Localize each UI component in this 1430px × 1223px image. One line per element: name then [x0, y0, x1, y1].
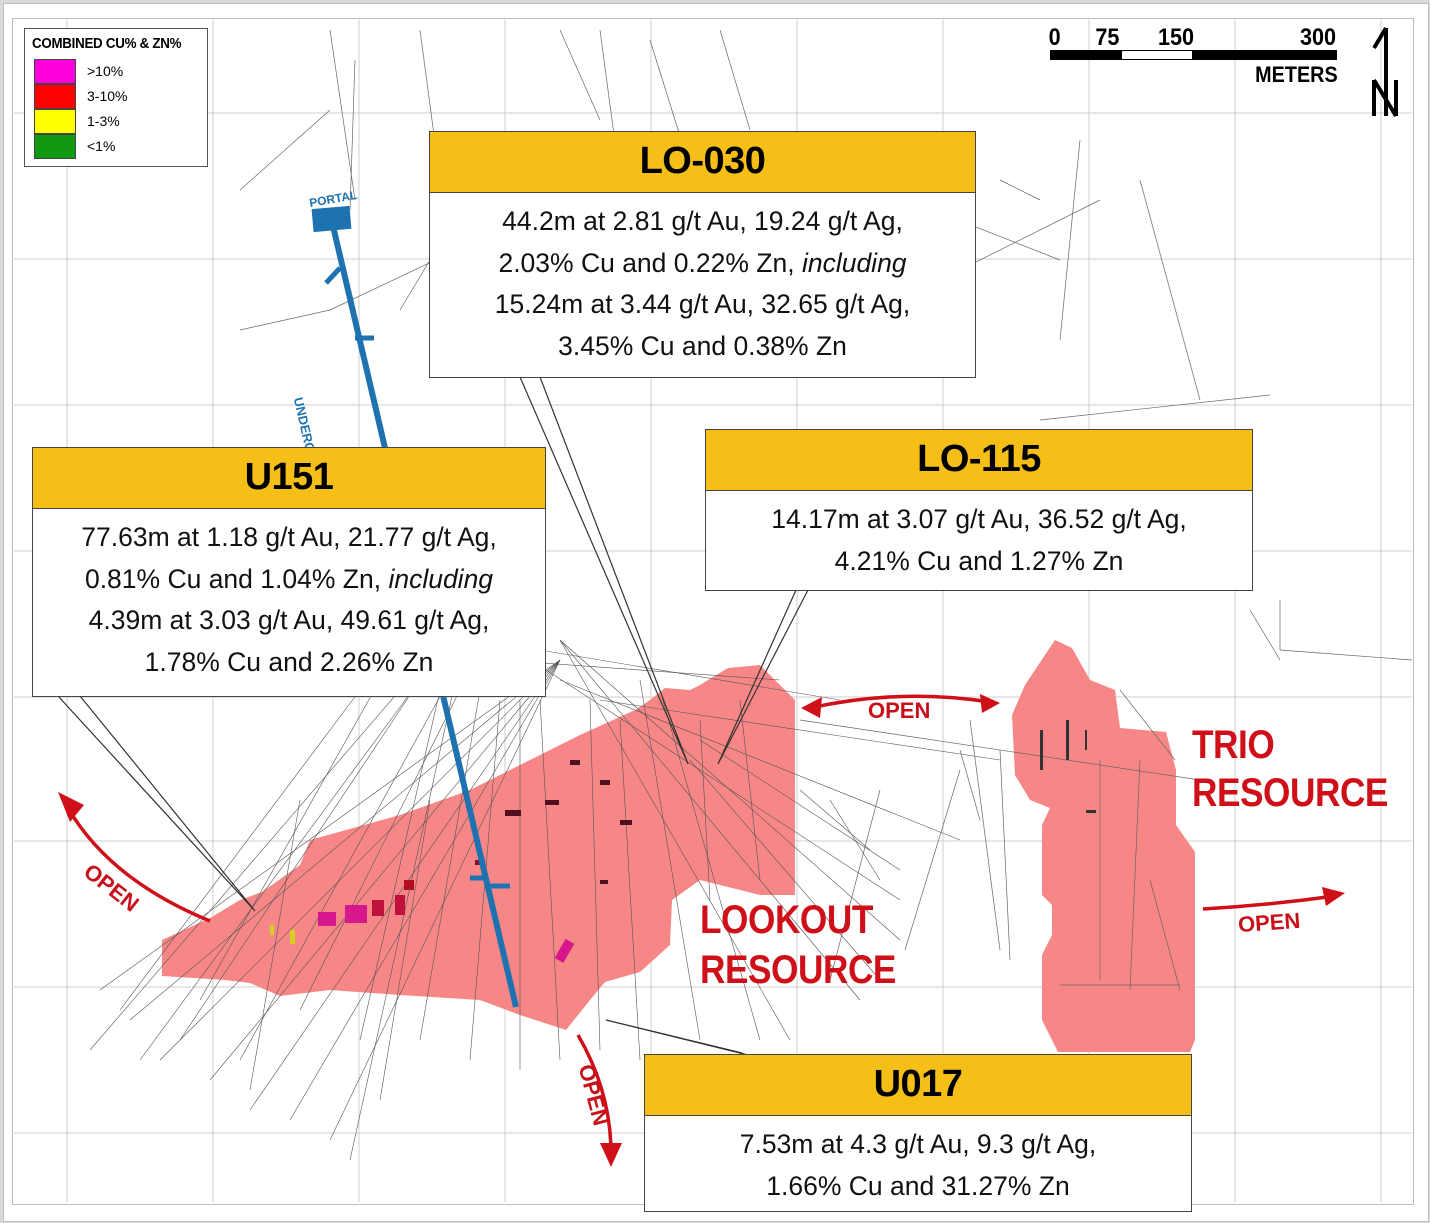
legend-label: >10%: [87, 63, 124, 79]
resource-name-line: RESOURCE: [700, 948, 896, 992]
scale-bar: 0 75 150 300 METERS: [1048, 22, 1338, 92]
callout-line: 14.17m at 3.07 g/t Au, 36.52 g/t Ag,: [771, 504, 1187, 534]
callout-line: 1.66% Cu and 31.27% Zn: [766, 1170, 1070, 1201]
scale-segment: [1192, 50, 1337, 60]
resource-name-line: LOOKOUT: [700, 898, 873, 942]
legend-item-lt1: <1%: [34, 134, 204, 159]
callout-leaders: [57, 376, 809, 1057]
north-arrow: [1368, 24, 1408, 124]
callout-line: 2.03% Cu and 0.22% Zn, including: [430, 243, 975, 285]
callout-lo-115: LO-115 14.17m at 3.07 g/t Au, 36.52 g/t …: [705, 429, 1253, 591]
legend-title: COMBINED CU% & ZN%: [32, 36, 182, 52]
callout-text: 0.81% Cu and 1.04% Zn,: [84, 563, 389, 594]
callout-title: U151: [33, 448, 545, 509]
legend-label: <1%: [87, 138, 116, 154]
legend-swatch-red: [34, 84, 76, 109]
callout-u151: U151 77.63m at 1.18 g/t Au, 21.77 g/t Ag…: [32, 447, 546, 697]
callout-line: 44.2m at 2.81 g/t Au, 19.24 g/t Ag,: [502, 206, 903, 236]
callout-title: LO-115: [706, 430, 1252, 491]
callout-italic: including: [801, 247, 907, 278]
legend-swatch-magenta: [34, 59, 76, 84]
callout-italic: including: [388, 563, 494, 594]
legend-swatch-green: [34, 134, 76, 159]
callout-line: 7.53m at 4.3 g/t Au, 9.3 g/t Ag,: [739, 1129, 1097, 1159]
legend: COMBINED CU% & ZN% >10% 3-10% 1-3% <1%: [24, 28, 208, 167]
legend-item-3-10: 3-10%: [34, 84, 204, 109]
legend-item-gt10: >10%: [34, 59, 204, 84]
callout-text: 2.03% Cu and 0.22% Zn,: [498, 247, 802, 278]
trio-resource-area: [1012, 640, 1195, 1052]
scale-segment: [1050, 50, 1122, 60]
lookout-resource-label: LOOKOUT RESOURCE: [700, 900, 896, 990]
intercept-marks: [270, 720, 1096, 963]
callout-line: 15.24m at 3.44 g/t Au, 32.65 g/t Ag,: [494, 289, 911, 319]
scale-tick: 150: [1158, 24, 1195, 51]
callout-line: 4.21% Cu and 1.27% Zn: [834, 545, 1124, 576]
callout-line: 77.63m at 1.18 g/t Au, 21.77 g/t Ag,: [81, 522, 497, 552]
legend-item-1-3: 1-3%: [34, 109, 204, 134]
callout-body: 77.63m at 1.18 g/t Au, 21.77 g/t Ag, 0.8…: [33, 509, 545, 683]
legend-label: 3-10%: [87, 88, 128, 104]
trio-resource-label: TRIO RESOURCE: [1192, 725, 1388, 813]
callout-title: LO-030: [430, 132, 975, 193]
scale-tick: 0: [1048, 24, 1061, 51]
resource-name-line: RESOURCE: [1192, 771, 1388, 815]
scale-units: METERS: [1255, 62, 1338, 87]
scale-tick: 75: [1095, 24, 1120, 51]
north-arrow-icon: [1372, 26, 1398, 118]
callout-body: 14.17m at 3.07 g/t Au, 36.52 g/t Ag, 4.2…: [706, 491, 1252, 582]
legend-label: 1-3%: [87, 113, 120, 129]
callout-line: 4.39m at 3.03 g/t Au, 49.61 g/t Ag,: [88, 605, 490, 635]
callout-title: U017: [645, 1055, 1191, 1116]
callout-line: 1.78% Cu and 2.26% Zn: [144, 646, 434, 677]
drill-traces: [239, 29, 1413, 991]
callout-line: 3.45% Cu and 0.38% Zn: [558, 330, 847, 361]
drill-fan-lookout: [89, 639, 1001, 1161]
open-label-between: OPEN: [868, 698, 931, 723]
callout-u017: U017 7.53m at 4.3 g/t Au, 9.3 g/t Ag, 1.…: [644, 1054, 1192, 1212]
open-arrows: [66, 694, 1336, 1151]
callout-body: 44.2m at 2.81 g/t Au, 19.24 g/t Ag, 2.03…: [430, 193, 975, 367]
callout-lo-030: LO-030 44.2m at 2.81 g/t Au, 19.24 g/t A…: [429, 131, 976, 378]
callout-body: 7.53m at 4.3 g/t Au, 9.3 g/t Ag, 1.66% C…: [645, 1116, 1191, 1207]
scale-segment: [1121, 50, 1193, 60]
open-arrowheads: [58, 694, 1345, 1167]
scale-tick: 300: [1300, 24, 1337, 51]
callout-line: 0.81% Cu and 1.04% Zn, including: [33, 559, 545, 601]
legend-swatch-yellow: [34, 109, 76, 134]
resource-name-line: TRIO: [1192, 723, 1275, 767]
open-label-east: OPEN: [1237, 907, 1302, 938]
